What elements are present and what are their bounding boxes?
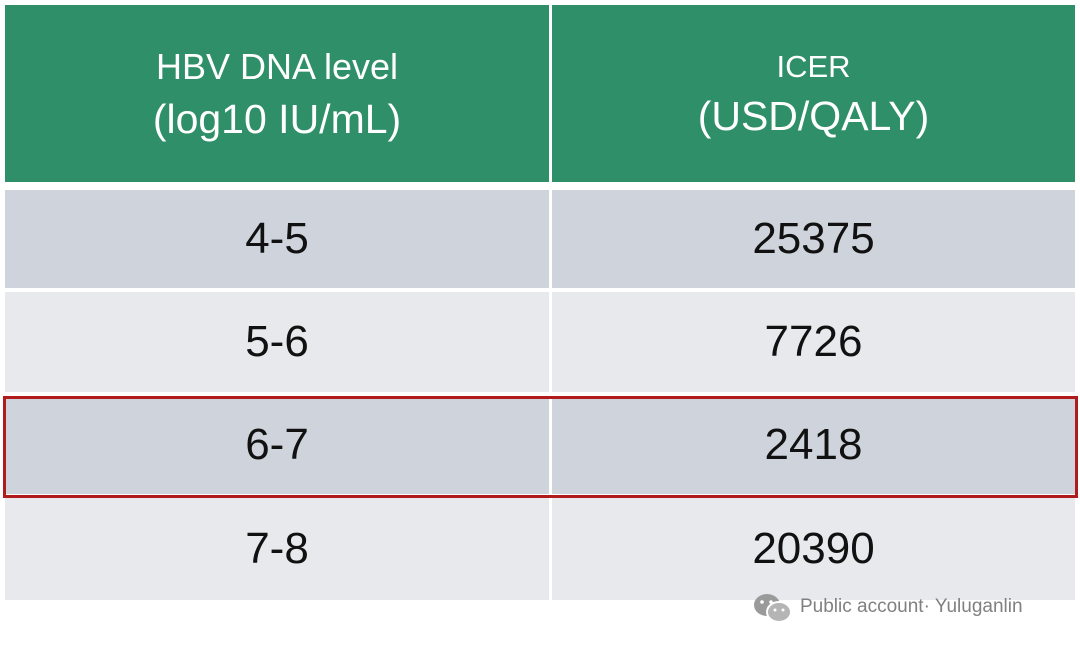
table-cell: 4-5 — [5, 190, 549, 288]
header-cell: HBV DNA level (log10 IU/mL) — [5, 5, 549, 182]
wechat-icon — [754, 594, 792, 623]
table-cell: 25375 — [552, 190, 1075, 288]
header-text: ICER — [776, 48, 851, 84]
header-text: (log10 IU/mL) — [152, 95, 402, 142]
table-cell: 7726 — [552, 292, 1075, 392]
table-cell: 7-8 — [5, 498, 549, 600]
row-highlight — [3, 396, 1078, 498]
header-text: HBV DNA level — [155, 45, 399, 87]
table-cell: 6-7 — [5, 396, 549, 494]
header-text: (USD/QALY) — [697, 92, 930, 139]
table-cell: 2418 — [552, 396, 1075, 494]
header-cell: ICER (USD/QALY) — [552, 5, 1075, 182]
table-cell: 5-6 — [5, 292, 549, 392]
table-cell: 20390 — [552, 498, 1075, 600]
watermark: Public account· Yuluganlin — [800, 596, 1023, 617]
